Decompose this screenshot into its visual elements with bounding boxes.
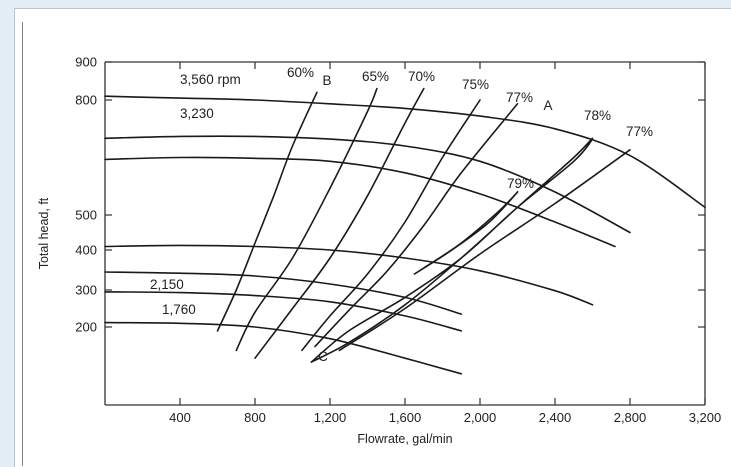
efficiency-label: 78%: [584, 108, 611, 123]
x-tick-label: 2,000: [464, 410, 497, 425]
x-tick-label: 1,200: [314, 410, 347, 425]
efficiency-label: 77%: [506, 90, 533, 105]
figure-frame: [14, 8, 731, 467]
speed-curve-5: [104, 291, 463, 332]
speed-label: 3,230: [180, 106, 214, 121]
speed-label: 2,150: [150, 277, 184, 292]
y-tick-label: 500: [75, 208, 97, 223]
curves: [104, 87, 706, 375]
speed-curve-6: [104, 321, 463, 375]
efficiency-curve-11: [314, 103, 519, 348]
x-tick-label: 3,200: [689, 410, 722, 425]
efficiency-curve-10: [301, 99, 481, 352]
point-label-a: A: [543, 98, 552, 113]
speed-curve-0: [104, 95, 706, 209]
efficiency-label: 75%: [462, 77, 489, 92]
efficiency-label: 77%: [626, 124, 653, 139]
labels: 3,560 rpm 3,230 2,150 1,760 60% 65% 70% 75% 77% 7…: [150, 65, 653, 364]
x-tick-label: 2,400: [539, 410, 572, 425]
speed-curve-1: [104, 135, 631, 234]
x-tick-label: 800: [244, 410, 266, 425]
point-label-b: B: [322, 73, 331, 88]
x-tick-label: 1,600: [389, 410, 422, 425]
speed-label: 1,760: [162, 302, 196, 317]
x-tick-label: 400: [169, 410, 191, 425]
efficiency-label: 65%: [362, 69, 389, 84]
axes: 400 800 1,200 1,600 2,000 2,400 2,800 3,200 200 3…: [37, 55, 721, 447]
efficiency-curve-14: [338, 149, 631, 352]
x-tick-label: 2,800: [614, 410, 647, 425]
efficiency-curve-7: [216, 91, 318, 332]
speed-label: 3,560 rpm: [180, 72, 241, 87]
efficiency-label: 79%: [507, 176, 534, 191]
y-tick-label: 400: [75, 243, 97, 258]
y-tick-label: 200: [75, 320, 97, 335]
speed-curve-3: [104, 244, 594, 306]
y-axis-title: Total head, ft: [37, 197, 51, 269]
efficiency-label: 60%: [287, 65, 314, 80]
y-tick-label: 900: [75, 55, 97, 70]
efficiency-label: 70%: [408, 69, 435, 84]
efficiency-curve-8: [235, 87, 378, 352]
y-tick-label: 800: [75, 93, 97, 108]
efficiency-curve-13: [413, 191, 519, 275]
speed-curve-2: [104, 156, 616, 248]
y-tick-label: 300: [75, 283, 97, 298]
frame-divider: [22, 22, 23, 466]
efficiency-curve-9: [254, 87, 425, 359]
point-label-c: C: [318, 349, 328, 364]
x-axis-title: Flowrate, gal/min: [357, 432, 452, 446]
efficiency-curve-12: [310, 137, 594, 363]
